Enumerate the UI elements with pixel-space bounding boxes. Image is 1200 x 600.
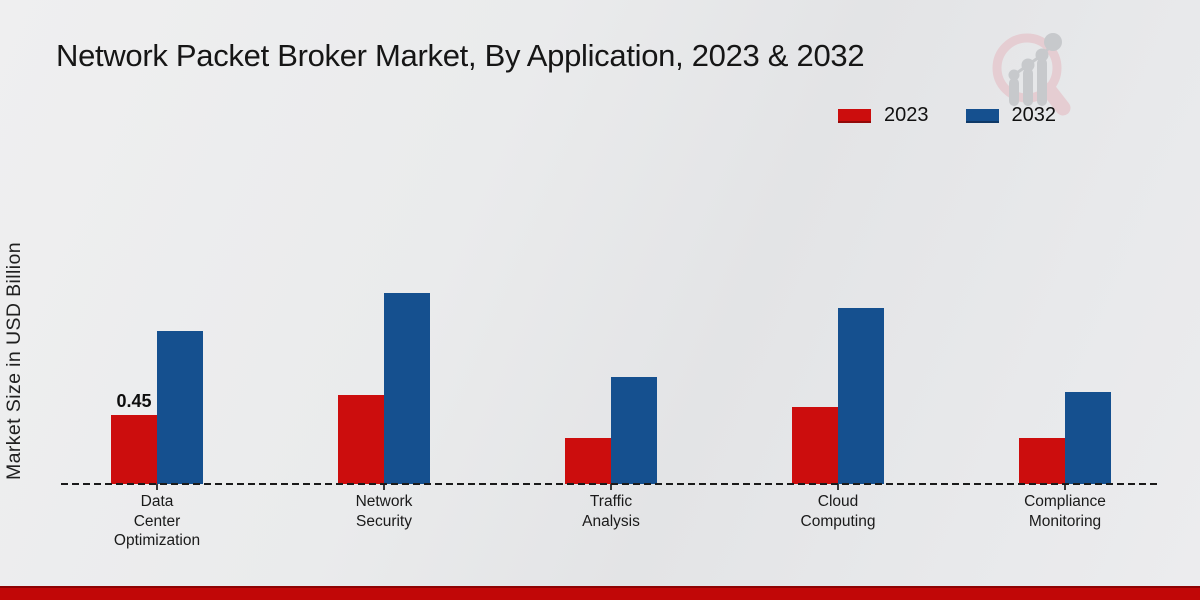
brand-watermark-logo-icon [992, 33, 1071, 116]
category-label-traffic-analysis: Traffic Analysis [582, 493, 640, 530]
legend-swatch-2032 [965, 108, 999, 123]
category-label-cloud-computing: Cloud Computing [800, 493, 876, 530]
bar-2032-traffic-analysis [611, 377, 657, 484]
legend: 2023 2032 [838, 104, 1093, 127]
bar-2023-traffic-analysis [565, 438, 611, 484]
x-axis-tick-network-security [383, 484, 385, 490]
y-axis-label: Market Size in USD Billion [3, 242, 25, 480]
footer-accent-bar [0, 586, 1200, 600]
bar-2032-network-security [384, 293, 430, 484]
x-axis-tick-data-center-optimization [156, 484, 158, 490]
x-axis-tick-traffic-analysis [610, 484, 612, 490]
bar-2023-data-center-optimization [111, 415, 157, 484]
category-label-network-security: Network Security [355, 493, 413, 530]
legend-label-2023: 2023 [884, 104, 929, 126]
x-axis-tick-compliance-monitoring [1064, 484, 1066, 490]
bar-2023-compliance-monitoring [1019, 438, 1065, 484]
legend-swatch-2023 [838, 108, 871, 123]
bar-2023-network-security [338, 395, 384, 484]
category-label-compliance-monitoring: Compliance Monitoring [1024, 493, 1106, 530]
category-label-data-center-optimization: Data Center Optimization [113, 493, 201, 549]
bar-2032-data-center-optimization [157, 331, 203, 484]
bar-value-label-data-center-optimization-2023: 0.45 [116, 391, 152, 411]
chart-title: Network Packet Broker Market, By Applica… [56, 38, 865, 73]
legend-label-2032: 2032 [1011, 104, 1057, 126]
x-axis-tick-cloud-computing [837, 484, 839, 490]
x-axis-baseline [61, 483, 1157, 485]
bar-2032-compliance-monitoring [1065, 392, 1111, 484]
bar-2023-cloud-computing [792, 407, 838, 484]
bar-2032-cloud-computing [838, 308, 884, 484]
